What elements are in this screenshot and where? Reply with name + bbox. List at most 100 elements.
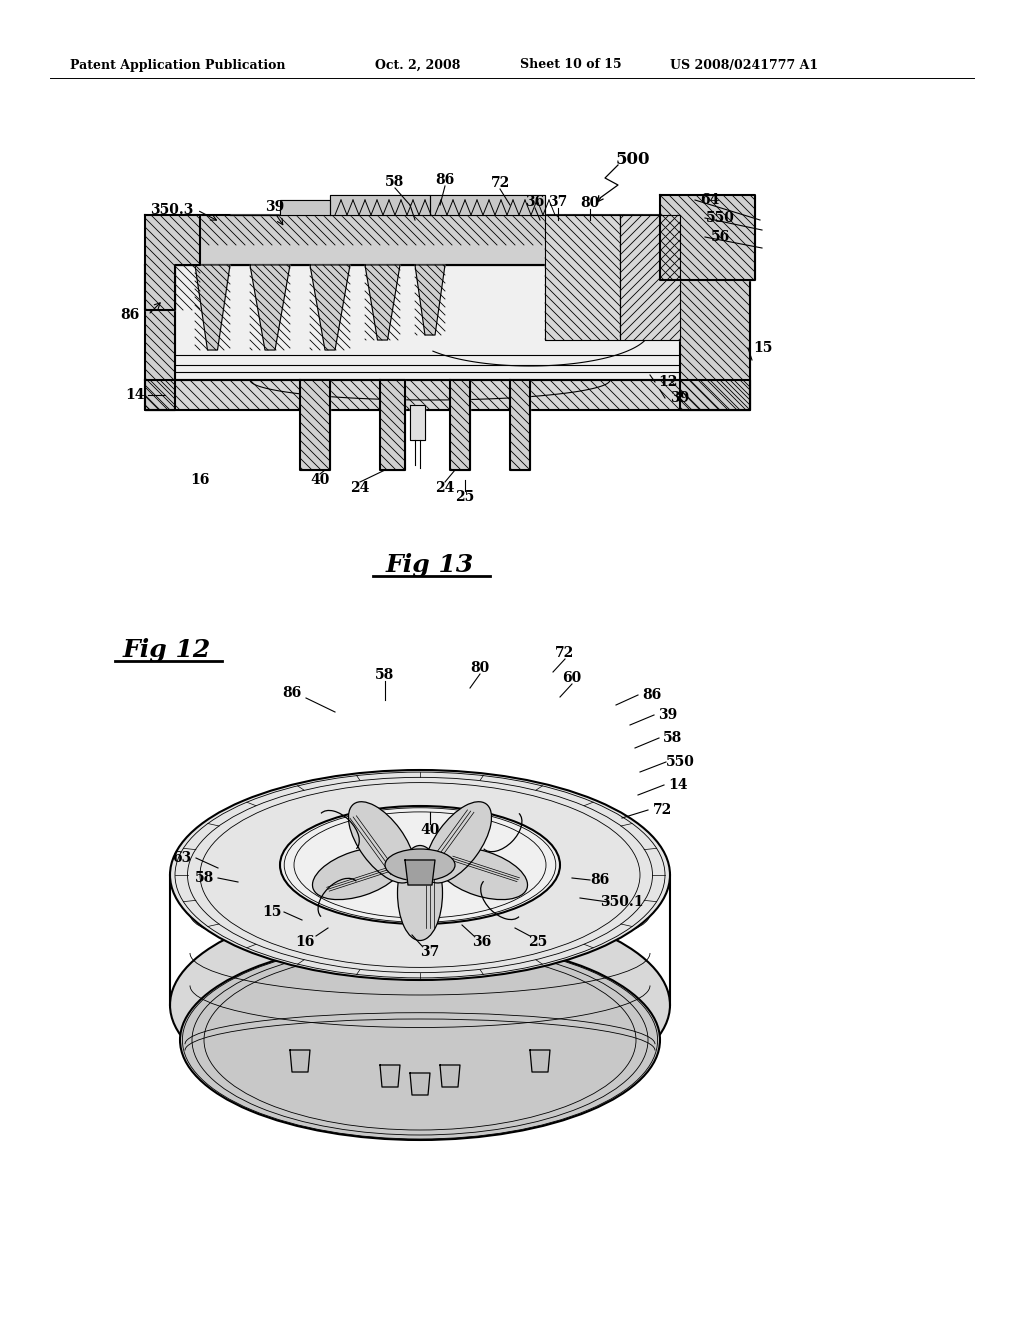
Text: 58: 58: [376, 668, 394, 682]
Polygon shape: [530, 1049, 550, 1072]
Text: Oct. 2, 2008: Oct. 2, 2008: [375, 58, 461, 71]
Bar: [250, 265, 290, 350]
Text: 12: 12: [658, 375, 678, 389]
Text: Fig 13: Fig 13: [386, 553, 474, 577]
Ellipse shape: [170, 900, 670, 1110]
Polygon shape: [415, 265, 445, 335]
Text: 16: 16: [295, 935, 314, 949]
Polygon shape: [310, 265, 350, 350]
Text: 350.1: 350.1: [600, 895, 644, 909]
Text: US 2008/0241777 A1: US 2008/0241777 A1: [670, 58, 818, 71]
Polygon shape: [410, 1073, 430, 1096]
Text: 86: 86: [642, 688, 662, 702]
Polygon shape: [620, 215, 680, 341]
Bar: [620, 215, 680, 341]
Polygon shape: [330, 195, 430, 215]
Bar: [380, 380, 406, 470]
Text: 15: 15: [754, 341, 773, 355]
Text: 58: 58: [664, 731, 683, 744]
Text: 550: 550: [666, 755, 694, 770]
Polygon shape: [680, 205, 750, 411]
Polygon shape: [175, 265, 680, 380]
Bar: [145, 215, 200, 310]
Text: 14: 14: [125, 388, 144, 403]
Bar: [450, 380, 470, 470]
Text: 64: 64: [700, 193, 720, 207]
Polygon shape: [510, 380, 530, 470]
Bar: [195, 265, 230, 350]
Polygon shape: [230, 201, 330, 215]
Text: 86: 86: [591, 873, 609, 887]
Text: 24: 24: [350, 480, 370, 495]
Bar: [300, 380, 330, 470]
Text: 350.3: 350.3: [151, 203, 194, 216]
Ellipse shape: [397, 846, 442, 940]
Text: 36: 36: [472, 935, 492, 949]
Text: 63: 63: [172, 851, 191, 865]
Bar: [175, 215, 680, 246]
Text: 550: 550: [706, 211, 734, 224]
Bar: [365, 265, 400, 341]
Text: 40: 40: [310, 473, 330, 487]
Text: Sheet 10 of 15: Sheet 10 of 15: [520, 58, 622, 71]
Ellipse shape: [385, 849, 455, 880]
Text: 36: 36: [525, 195, 545, 209]
Ellipse shape: [170, 770, 670, 979]
Bar: [660, 195, 755, 280]
Text: 25: 25: [528, 935, 548, 949]
Text: 86: 86: [283, 686, 302, 700]
Text: 15: 15: [262, 906, 282, 919]
Text: 37: 37: [421, 945, 439, 960]
Polygon shape: [365, 265, 400, 341]
Text: 86: 86: [121, 308, 139, 322]
Bar: [145, 265, 175, 411]
Text: Patent Application Publication: Patent Application Publication: [70, 58, 286, 71]
Text: 86: 86: [435, 173, 455, 187]
Polygon shape: [290, 1049, 310, 1072]
Ellipse shape: [436, 847, 527, 900]
Text: 80: 80: [581, 195, 600, 210]
Bar: [680, 205, 750, 411]
Polygon shape: [175, 215, 680, 265]
Text: 60: 60: [562, 671, 582, 685]
Ellipse shape: [348, 801, 415, 883]
Text: 25: 25: [456, 490, 475, 504]
Polygon shape: [300, 380, 330, 470]
Polygon shape: [406, 861, 435, 884]
Ellipse shape: [280, 807, 560, 924]
Polygon shape: [380, 1065, 400, 1086]
Text: 39: 39: [671, 391, 689, 405]
Text: 80: 80: [470, 661, 489, 675]
Polygon shape: [250, 265, 290, 350]
Text: 16: 16: [190, 473, 210, 487]
Text: 72: 72: [490, 176, 510, 190]
Ellipse shape: [425, 801, 492, 883]
Polygon shape: [145, 380, 750, 411]
Text: 37: 37: [549, 195, 567, 209]
Bar: [415, 265, 445, 335]
Polygon shape: [660, 195, 755, 280]
Text: 24: 24: [435, 480, 455, 495]
Bar: [310, 265, 350, 350]
Polygon shape: [145, 215, 200, 310]
Bar: [510, 380, 530, 470]
Bar: [545, 215, 620, 341]
Polygon shape: [145, 265, 175, 411]
Text: 72: 72: [555, 645, 574, 660]
Text: 39: 39: [265, 201, 285, 214]
Polygon shape: [545, 215, 620, 341]
Text: 14: 14: [669, 777, 688, 792]
Bar: [145, 380, 750, 411]
Polygon shape: [410, 405, 425, 440]
Text: 56: 56: [711, 230, 730, 244]
Polygon shape: [195, 265, 230, 350]
Text: 72: 72: [652, 803, 672, 817]
Text: Fig 12: Fig 12: [123, 638, 211, 663]
Polygon shape: [430, 195, 545, 215]
Text: 58: 58: [385, 176, 404, 189]
Polygon shape: [440, 1065, 460, 1086]
Text: 40: 40: [420, 822, 439, 837]
Polygon shape: [380, 380, 406, 470]
Ellipse shape: [312, 847, 403, 900]
Text: 500: 500: [615, 152, 650, 169]
